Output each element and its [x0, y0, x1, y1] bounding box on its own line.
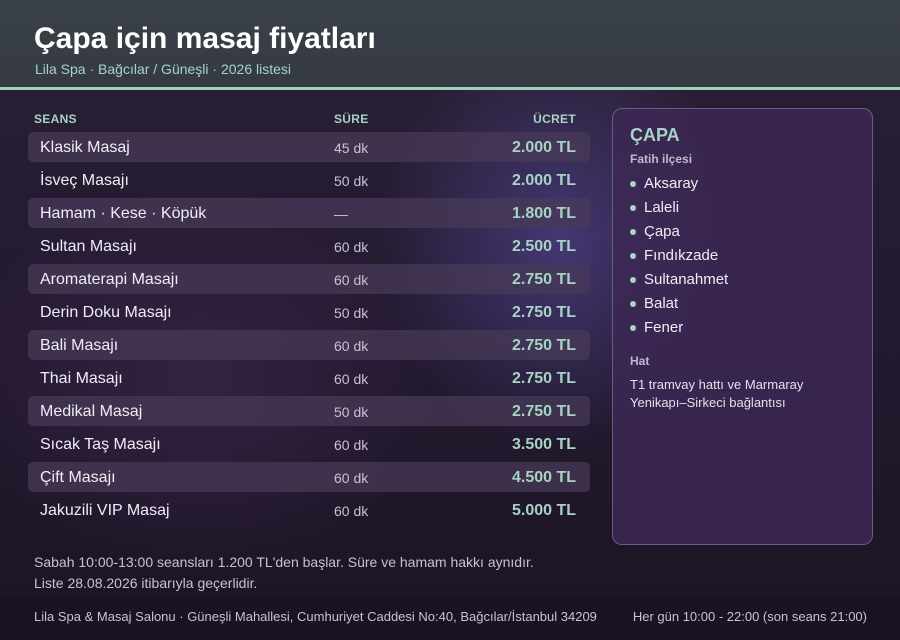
neighborhood-name: Sultanahmet — [644, 271, 729, 288]
bullet-dot-icon — [630, 325, 636, 331]
row-price: 4.500 TL — [511, 469, 576, 486]
row-duration: 60 dk — [334, 470, 369, 486]
transit-heading: Hat — [630, 354, 650, 368]
row-name: Çift Masajı — [40, 469, 116, 486]
row-duration: 45 dk — [334, 140, 369, 156]
list-item: Laleli — [630, 196, 855, 220]
table-row: Medikal Masaj 50 dk 2.750 TL — [28, 396, 590, 426]
table-body: Klasik Masaj 45 dk 2.000 TL İsveç Masajı 50… — [28, 132, 590, 525]
row-price: 2.750 TL — [511, 337, 576, 354]
bullet-dot-icon — [630, 229, 636, 235]
neighborhood-name: Balat — [644, 295, 679, 312]
row-duration: 60 dk — [334, 272, 369, 288]
page-subtitle: Lila Spa · Bağcılar / Güneşli · 2026 lis… — [35, 61, 292, 77]
row-price: 2.500 TL — [511, 238, 576, 255]
footer-address: Lila Spa & Masaj Salonu · Güneşli Mahall… — [34, 609, 597, 624]
price-notes: Sabah 10:00-13:00 seansları 1.200 TL'den… — [34, 552, 534, 594]
bullet-dot-icon — [630, 301, 636, 307]
note-line: Sabah 10:00-13:00 seansları 1.200 TL'den… — [34, 554, 534, 570]
note-line: Liste 28.08.2026 itibarıyla geçerlidir. — [34, 575, 258, 591]
neighborhood-name: Çapa — [644, 223, 680, 240]
row-name: Hamam · Kese · Köpük — [40, 205, 207, 222]
row-name: Bali Masajı — [40, 337, 119, 354]
row-price: 2.750 TL — [511, 403, 576, 420]
row-duration: 60 dk — [334, 503, 369, 519]
table-row: Çift Masajı 60 dk 4.500 TL — [28, 462, 590, 492]
neighborhood-name: Fener — [644, 319, 684, 336]
row-duration: 50 dk — [334, 404, 369, 420]
table-row: İsveç Masajı 50 dk 2.000 TL — [28, 165, 590, 195]
row-duration: 60 dk — [334, 371, 369, 387]
bullet-dot-icon — [630, 277, 636, 283]
column-header-duration: SÜRE — [334, 112, 369, 126]
row-name: Jakuzili VIP Masaj — [40, 502, 170, 519]
table-header: SEANS SÜRE ÜCRET — [28, 108, 590, 130]
table-row: Thai Masajı 60 dk 2.750 TL — [28, 363, 590, 393]
row-price: 2.000 TL — [511, 139, 576, 156]
row-price: 2.750 TL — [511, 304, 576, 321]
row-name: Medikal Masaj — [40, 403, 143, 420]
bullet-dot-icon — [630, 181, 636, 187]
neighborhood-list: Aksaray Laleli Çapa Fındıkzade Sultanahm… — [630, 172, 855, 340]
bullet-dot-icon — [630, 253, 636, 259]
table-row: Sultan Masajı 60 dk 2.500 TL — [28, 231, 590, 261]
row-name: Klasik Masaj — [40, 139, 130, 156]
column-header-price: ÜCRET — [533, 112, 576, 126]
row-duration: 60 dk — [334, 437, 369, 453]
row-duration: 50 dk — [334, 173, 369, 189]
list-item: Fener — [630, 316, 855, 340]
transit-text: T1 tramvay hattı ve Marmaray Yenikapı–Si… — [630, 377, 804, 410]
list-item: Fındıkzade — [630, 244, 855, 268]
price-table: SEANS SÜRE ÜCRET Klasik Masaj 45 dk 2.000 … — [28, 108, 590, 528]
page-header: Çapa için masaj fiyatları Lila Spa · Bağ… — [0, 0, 900, 90]
neighborhood-name: Laleli — [644, 199, 680, 216]
row-name: Sıcak Taş Masajı — [40, 436, 161, 453]
row-price: 3.500 TL — [511, 436, 576, 453]
table-row: Bali Masajı 60 dk 2.750 TL — [28, 330, 590, 360]
row-price: 2.000 TL — [511, 172, 576, 189]
table-row: Sıcak Taş Masajı 60 dk 3.500 TL — [28, 429, 590, 459]
page-footer: Lila Spa & Masaj Salonu · Güneşli Mahall… — [0, 596, 900, 640]
list-item: Balat — [630, 292, 855, 316]
table-row: Jakuzili VIP Masaj 60 dk 5.000 TL — [28, 495, 590, 525]
row-duration: 50 dk — [334, 305, 369, 321]
row-price: 5.000 TL — [511, 502, 576, 519]
table-row: Hamam · Kese · Köpük — 1.800 TL — [28, 198, 590, 228]
bullet-dot-icon — [630, 205, 636, 211]
location-panel: ÇAPA Fatih ilçesi Aksaray Laleli Çapa Fı… — [612, 108, 873, 545]
list-item: Aksaray — [630, 172, 855, 196]
neighborhood-name: Aksaray — [644, 175, 699, 192]
page-title: Çapa için masaj fiyatları — [34, 22, 376, 55]
row-duration: 60 dk — [334, 239, 369, 255]
list-item: Sultanahmet — [630, 268, 855, 292]
row-name: Aromaterapi Masajı — [40, 271, 179, 288]
row-name: Sultan Masajı — [40, 238, 137, 255]
table-row: Klasik Masaj 45 dk 2.000 TL — [28, 132, 590, 162]
row-price: 2.750 TL — [511, 271, 576, 288]
table-row: Derin Doku Masajı 50 dk 2.750 TL — [28, 297, 590, 327]
row-name: İsveç Masajı — [40, 172, 129, 189]
row-price: 1.800 TL — [511, 205, 576, 222]
row-duration: 60 dk — [334, 338, 369, 354]
location-title: ÇAPA — [630, 125, 680, 145]
table-row: Aromaterapi Masajı 60 dk 2.750 TL — [28, 264, 590, 294]
row-name: Derin Doku Masajı — [40, 304, 172, 321]
location-district: Fatih ilçesi — [630, 152, 693, 166]
row-price: 2.750 TL — [511, 370, 576, 387]
list-item: Çapa — [630, 220, 855, 244]
footer-hours: Her gün 10:00 - 22:00 (son seans 21:00) — [632, 609, 867, 624]
column-header-name: SEANS — [34, 112, 77, 126]
row-name: Thai Masajı — [40, 370, 123, 387]
row-duration: — — [334, 206, 348, 222]
neighborhood-name: Fındıkzade — [644, 247, 719, 264]
